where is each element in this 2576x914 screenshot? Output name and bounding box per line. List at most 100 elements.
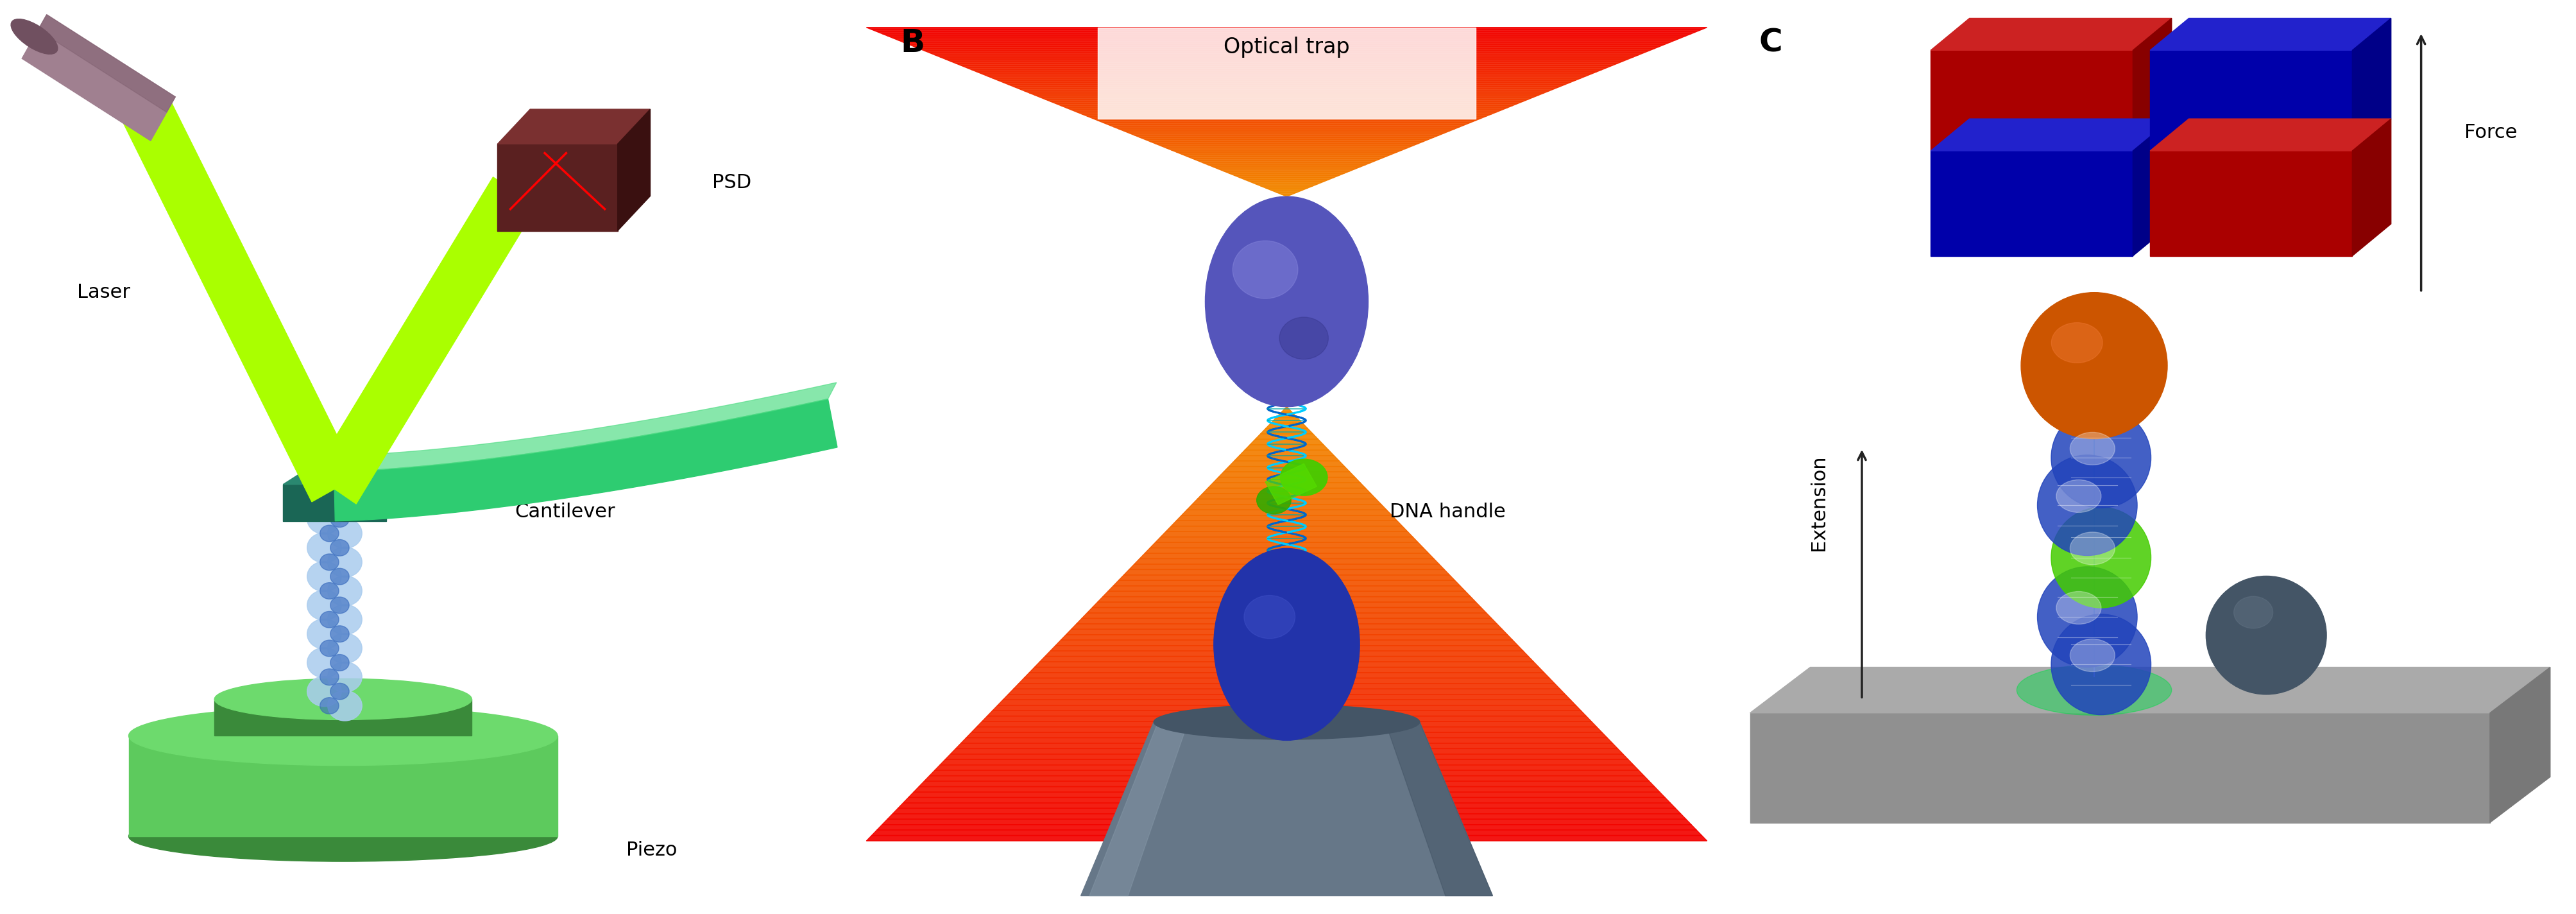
Polygon shape [1229,174,1345,175]
Polygon shape [1255,434,1319,440]
Polygon shape [1090,722,1188,896]
Polygon shape [886,813,1687,819]
Polygon shape [1149,542,1425,547]
Polygon shape [1234,175,1340,177]
Ellipse shape [319,554,340,570]
Polygon shape [1002,695,1571,700]
Ellipse shape [319,582,340,599]
Polygon shape [1082,613,1492,619]
Polygon shape [1012,87,1561,89]
Polygon shape [966,732,1607,738]
Ellipse shape [319,611,340,628]
Polygon shape [1172,150,1401,152]
Ellipse shape [307,619,343,649]
Polygon shape [1007,689,1566,695]
Polygon shape [1133,558,1440,564]
Polygon shape [1208,165,1365,167]
Polygon shape [1133,135,1440,137]
Polygon shape [940,57,1633,59]
Polygon shape [1275,192,1298,195]
Ellipse shape [330,539,350,556]
Polygon shape [1167,526,1406,532]
Polygon shape [1224,171,1350,174]
Ellipse shape [307,676,343,707]
Ellipse shape [319,640,340,656]
Polygon shape [1203,488,1370,494]
Polygon shape [1056,103,1517,106]
Polygon shape [283,471,407,484]
Ellipse shape [2038,567,2138,667]
Ellipse shape [327,576,363,606]
Polygon shape [925,776,1649,781]
Polygon shape [866,835,1708,841]
Ellipse shape [327,691,363,721]
Ellipse shape [330,569,350,585]
Text: Pipette: Pipette [1252,864,1321,882]
Ellipse shape [1154,705,1419,739]
Ellipse shape [327,662,363,692]
Polygon shape [899,802,1674,808]
Polygon shape [1066,629,1507,634]
Polygon shape [930,771,1643,776]
Ellipse shape [307,647,343,678]
Polygon shape [894,808,1680,813]
Polygon shape [1162,145,1412,148]
Polygon shape [1275,412,1298,418]
Polygon shape [1157,537,1417,542]
Polygon shape [1218,169,1355,171]
Polygon shape [1025,673,1548,678]
Polygon shape [981,74,1592,76]
Polygon shape [914,787,1659,792]
Polygon shape [1046,651,1528,656]
Polygon shape [945,754,1628,760]
Polygon shape [1051,645,1522,651]
Polygon shape [904,797,1669,802]
Polygon shape [1149,142,1425,143]
Polygon shape [1157,143,1417,145]
Polygon shape [1066,108,1507,110]
Polygon shape [618,109,649,230]
Polygon shape [1265,423,1309,429]
Ellipse shape [2056,591,2102,624]
Ellipse shape [1213,548,1360,740]
Polygon shape [1932,18,2172,50]
Ellipse shape [214,678,471,720]
Polygon shape [894,38,1680,40]
Ellipse shape [1280,459,1327,495]
Polygon shape [1092,118,1481,121]
Polygon shape [1208,483,1365,488]
Ellipse shape [2050,507,2151,608]
Polygon shape [1162,532,1412,537]
Polygon shape [2151,18,2391,50]
Polygon shape [1056,640,1517,645]
Polygon shape [1113,580,1461,586]
Polygon shape [876,824,1698,830]
Polygon shape [335,382,837,472]
Polygon shape [961,738,1613,743]
Ellipse shape [2050,408,2151,508]
Polygon shape [971,727,1602,732]
Polygon shape [1108,124,1466,127]
Polygon shape [1097,121,1476,122]
Polygon shape [1249,440,1324,445]
Ellipse shape [1234,240,1298,299]
Polygon shape [335,399,837,521]
Ellipse shape [327,547,363,578]
Polygon shape [1198,494,1376,499]
Polygon shape [1260,186,1314,188]
Polygon shape [1036,95,1538,97]
Polygon shape [1025,90,1548,93]
Polygon shape [1072,110,1502,112]
Ellipse shape [1206,197,1368,407]
Ellipse shape [330,626,350,643]
Polygon shape [1932,119,2172,151]
Text: Cantilever: Cantilever [515,503,616,521]
Polygon shape [1182,154,1391,156]
Polygon shape [1108,586,1466,591]
Polygon shape [1118,575,1455,580]
Ellipse shape [319,526,340,542]
Polygon shape [1193,158,1381,161]
Ellipse shape [330,683,350,699]
Polygon shape [1139,137,1435,140]
Polygon shape [1932,151,2133,256]
